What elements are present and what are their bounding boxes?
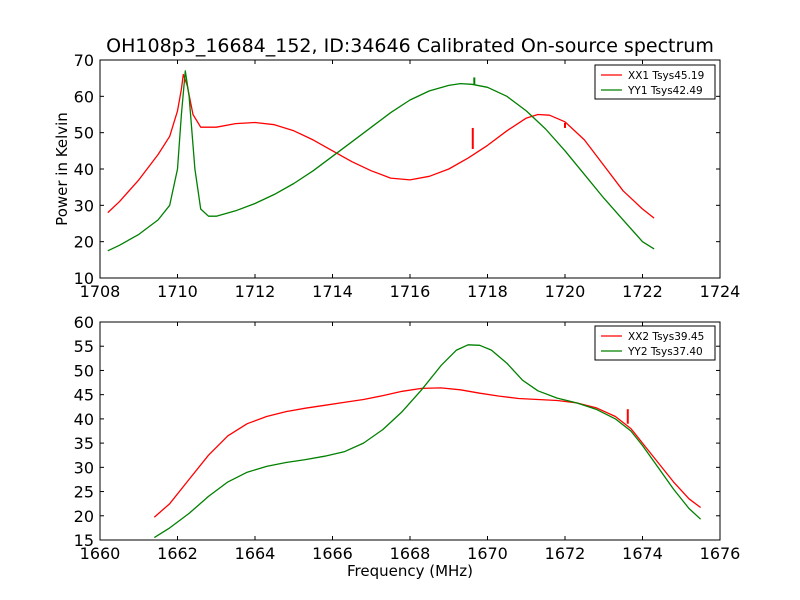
series-line-1-1 (107, 73, 655, 219)
x-tick-label: 1676 (700, 544, 741, 563)
upper-spectrum-plot: 1708 1710 1712 1714 1716 1718 1720 1722 1724 10 20… (53, 51, 740, 301)
legend-entry: XX2 Tsys39.45 (628, 331, 704, 343)
legend: XX1 Tsys45.19 YY1 Tsys42.49 (594, 64, 716, 100)
legend-box (594, 325, 716, 361)
x-tick-label: 1716 (390, 282, 431, 301)
x-tick-label: 1708 (80, 282, 121, 301)
y-axis-label: Power in Kelvin (53, 112, 71, 226)
x-tick-label: 1714 (312, 282, 353, 301)
legend-box (594, 64, 716, 100)
y-tick-label: 25 (74, 483, 94, 502)
x-tick-label: 1722 (622, 282, 663, 301)
y-tick-label: 10 (74, 269, 94, 288)
series-line-1-2 (107, 70, 655, 252)
y-tick-label: 30 (74, 458, 94, 477)
y-tick-label: 40 (74, 410, 94, 429)
y-tick-label: 15 (74, 531, 94, 550)
x-axis-label: Frequency (MHz) (347, 562, 473, 580)
y-tick-label: 50 (74, 361, 94, 380)
y-tick-label: 70 (74, 51, 94, 70)
x-tick-label: 1672 (545, 544, 586, 563)
x-tick-label: 1674 (622, 544, 663, 563)
y-tick-label: 30 (74, 196, 94, 215)
figure-title: OH108p3_16684_152, ID:34646 Calibrated O… (106, 35, 714, 57)
y-tick-label: 40 (74, 160, 94, 179)
y-tick-label: 60 (74, 313, 94, 332)
y-tick-label: 50 (74, 124, 94, 143)
legend-entry: XX1 Tsys45.19 (628, 70, 704, 82)
y-tick-label: 35 (74, 434, 94, 453)
y-tick-label: 55 (74, 337, 94, 356)
y-tick-label: 45 (74, 386, 94, 405)
series-line-2-1 (153, 387, 701, 518)
x-tick-label: 1668 (390, 544, 431, 563)
x-tick-label: 1664 (235, 544, 276, 563)
x-tick-label: 1724 (700, 282, 741, 301)
x-tick-label: 1720 (545, 282, 586, 301)
x-tick-label: 1670 (467, 544, 508, 563)
legend-entry: YY1 Tsys42.49 (627, 85, 703, 97)
lower-spectrum-plot: 1660 1662 1664 1666 1668 1670 1672 1674 1676 15 20… (74, 313, 741, 580)
x-tick-label: 1718 (467, 282, 508, 301)
legend-entry: YY2 Tsys37.40 (627, 346, 703, 358)
x-tick-label: 1662 (157, 544, 198, 563)
y-tick-label: 20 (74, 233, 94, 252)
y-tick-label: 20 (74, 507, 94, 526)
x-tick-label: 1660 (80, 544, 121, 563)
x-tick-label: 1710 (157, 282, 198, 301)
x-tick-label: 1666 (312, 544, 353, 563)
series-line-2-2 (153, 344, 702, 539)
y-tick-label: 60 (74, 87, 94, 106)
x-tick-label: 1712 (235, 282, 276, 301)
legend: XX2 Tsys39.45 YY2 Tsys37.40 (594, 325, 716, 361)
